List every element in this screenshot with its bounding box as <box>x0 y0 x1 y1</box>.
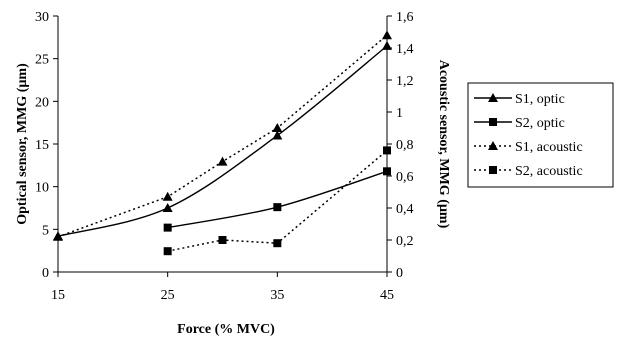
data-point <box>162 191 173 201</box>
y-left-tick-label: 15 <box>35 138 49 153</box>
legend-label: S1, optic <box>515 92 565 107</box>
series-line-s2-optic <box>167 170 388 229</box>
y-right-tick-label: 0 <box>396 266 403 281</box>
tick-layer: 15 25 35 4505101520253000,20,40,60,811,21,4… <box>35 10 414 303</box>
data-point <box>382 40 392 50</box>
data-point <box>382 30 392 40</box>
y-left-tick-label: 0 <box>42 266 49 281</box>
y-right-tick-label: 1 <box>396 106 403 121</box>
data-point <box>272 123 283 132</box>
y-right-tick-label: 0,8 <box>396 138 414 153</box>
series-layer <box>53 30 392 256</box>
legend-marker <box>489 118 497 126</box>
legend-marker <box>488 93 498 102</box>
legend-label: S2, optic <box>515 116 565 131</box>
y-left-tick-label: 5 <box>42 223 49 238</box>
data-point <box>162 203 173 212</box>
data-point <box>273 203 282 212</box>
data-point <box>53 231 63 241</box>
y-right-tick-label: 1,6 <box>396 10 414 25</box>
y-right-tick-label: 0,2 <box>396 234 414 249</box>
y-right-tick-label: 0,4 <box>396 202 414 217</box>
legend-item-s1-acoustic: S1, acoustic <box>474 140 583 155</box>
y-right-tick-label: 1,2 <box>396 74 414 89</box>
y-right-tick-label: 1,4 <box>396 42 414 57</box>
x-tick-label: 15 <box>51 288 65 303</box>
series-s2-acoustic <box>163 146 391 256</box>
legend-item-s2-optic: S2, optic <box>474 116 565 131</box>
series-line-s2-acoustic <box>167 149 388 252</box>
data-point <box>163 247 172 256</box>
y-left-tick-label: 20 <box>35 95 49 110</box>
legend-label: S2, acoustic <box>515 164 583 179</box>
series-s1-optic <box>53 40 392 241</box>
series-s2-optic <box>163 167 391 232</box>
x-tick-label: 45 <box>380 288 394 303</box>
y-right-tick-label: 0,6 <box>396 170 414 185</box>
legend-item-s1-optic: S1, optic <box>474 92 565 107</box>
x-tick-label: 35 <box>270 288 284 303</box>
y-left-tick-label: 10 <box>35 181 49 196</box>
axes <box>53 15 392 277</box>
series-line-s1-acoustic <box>57 34 388 238</box>
data-point <box>218 236 227 244</box>
y-axis-left-title: Optical sensor, MMG (µm) <box>15 63 30 225</box>
data-point <box>273 239 282 248</box>
data-point <box>272 130 283 140</box>
x-tick-label: 25 <box>161 288 175 303</box>
data-point <box>163 223 172 232</box>
y-left-tick-label: 30 <box>35 10 49 25</box>
series-s1-acoustic <box>53 30 392 241</box>
legend-marker <box>489 166 497 174</box>
y-left-tick-label: 25 <box>35 53 49 68</box>
legend-marker <box>488 141 498 150</box>
legend-item-s2-acoustic: S2, acoustic <box>474 164 583 179</box>
legend-label: S1, acoustic <box>515 140 583 155</box>
x-axis-title: Force (% MVC) <box>177 322 275 337</box>
legend: S1, optic S2, optic S1, acoustic S2, acoust… <box>467 82 614 188</box>
data-point <box>383 146 391 155</box>
series-line-s1-optic <box>57 45 388 237</box>
y-axis-right-title: Acoustic sensor, MMG (µm) <box>436 60 451 229</box>
data-point <box>383 167 391 176</box>
data-point <box>217 156 228 166</box>
